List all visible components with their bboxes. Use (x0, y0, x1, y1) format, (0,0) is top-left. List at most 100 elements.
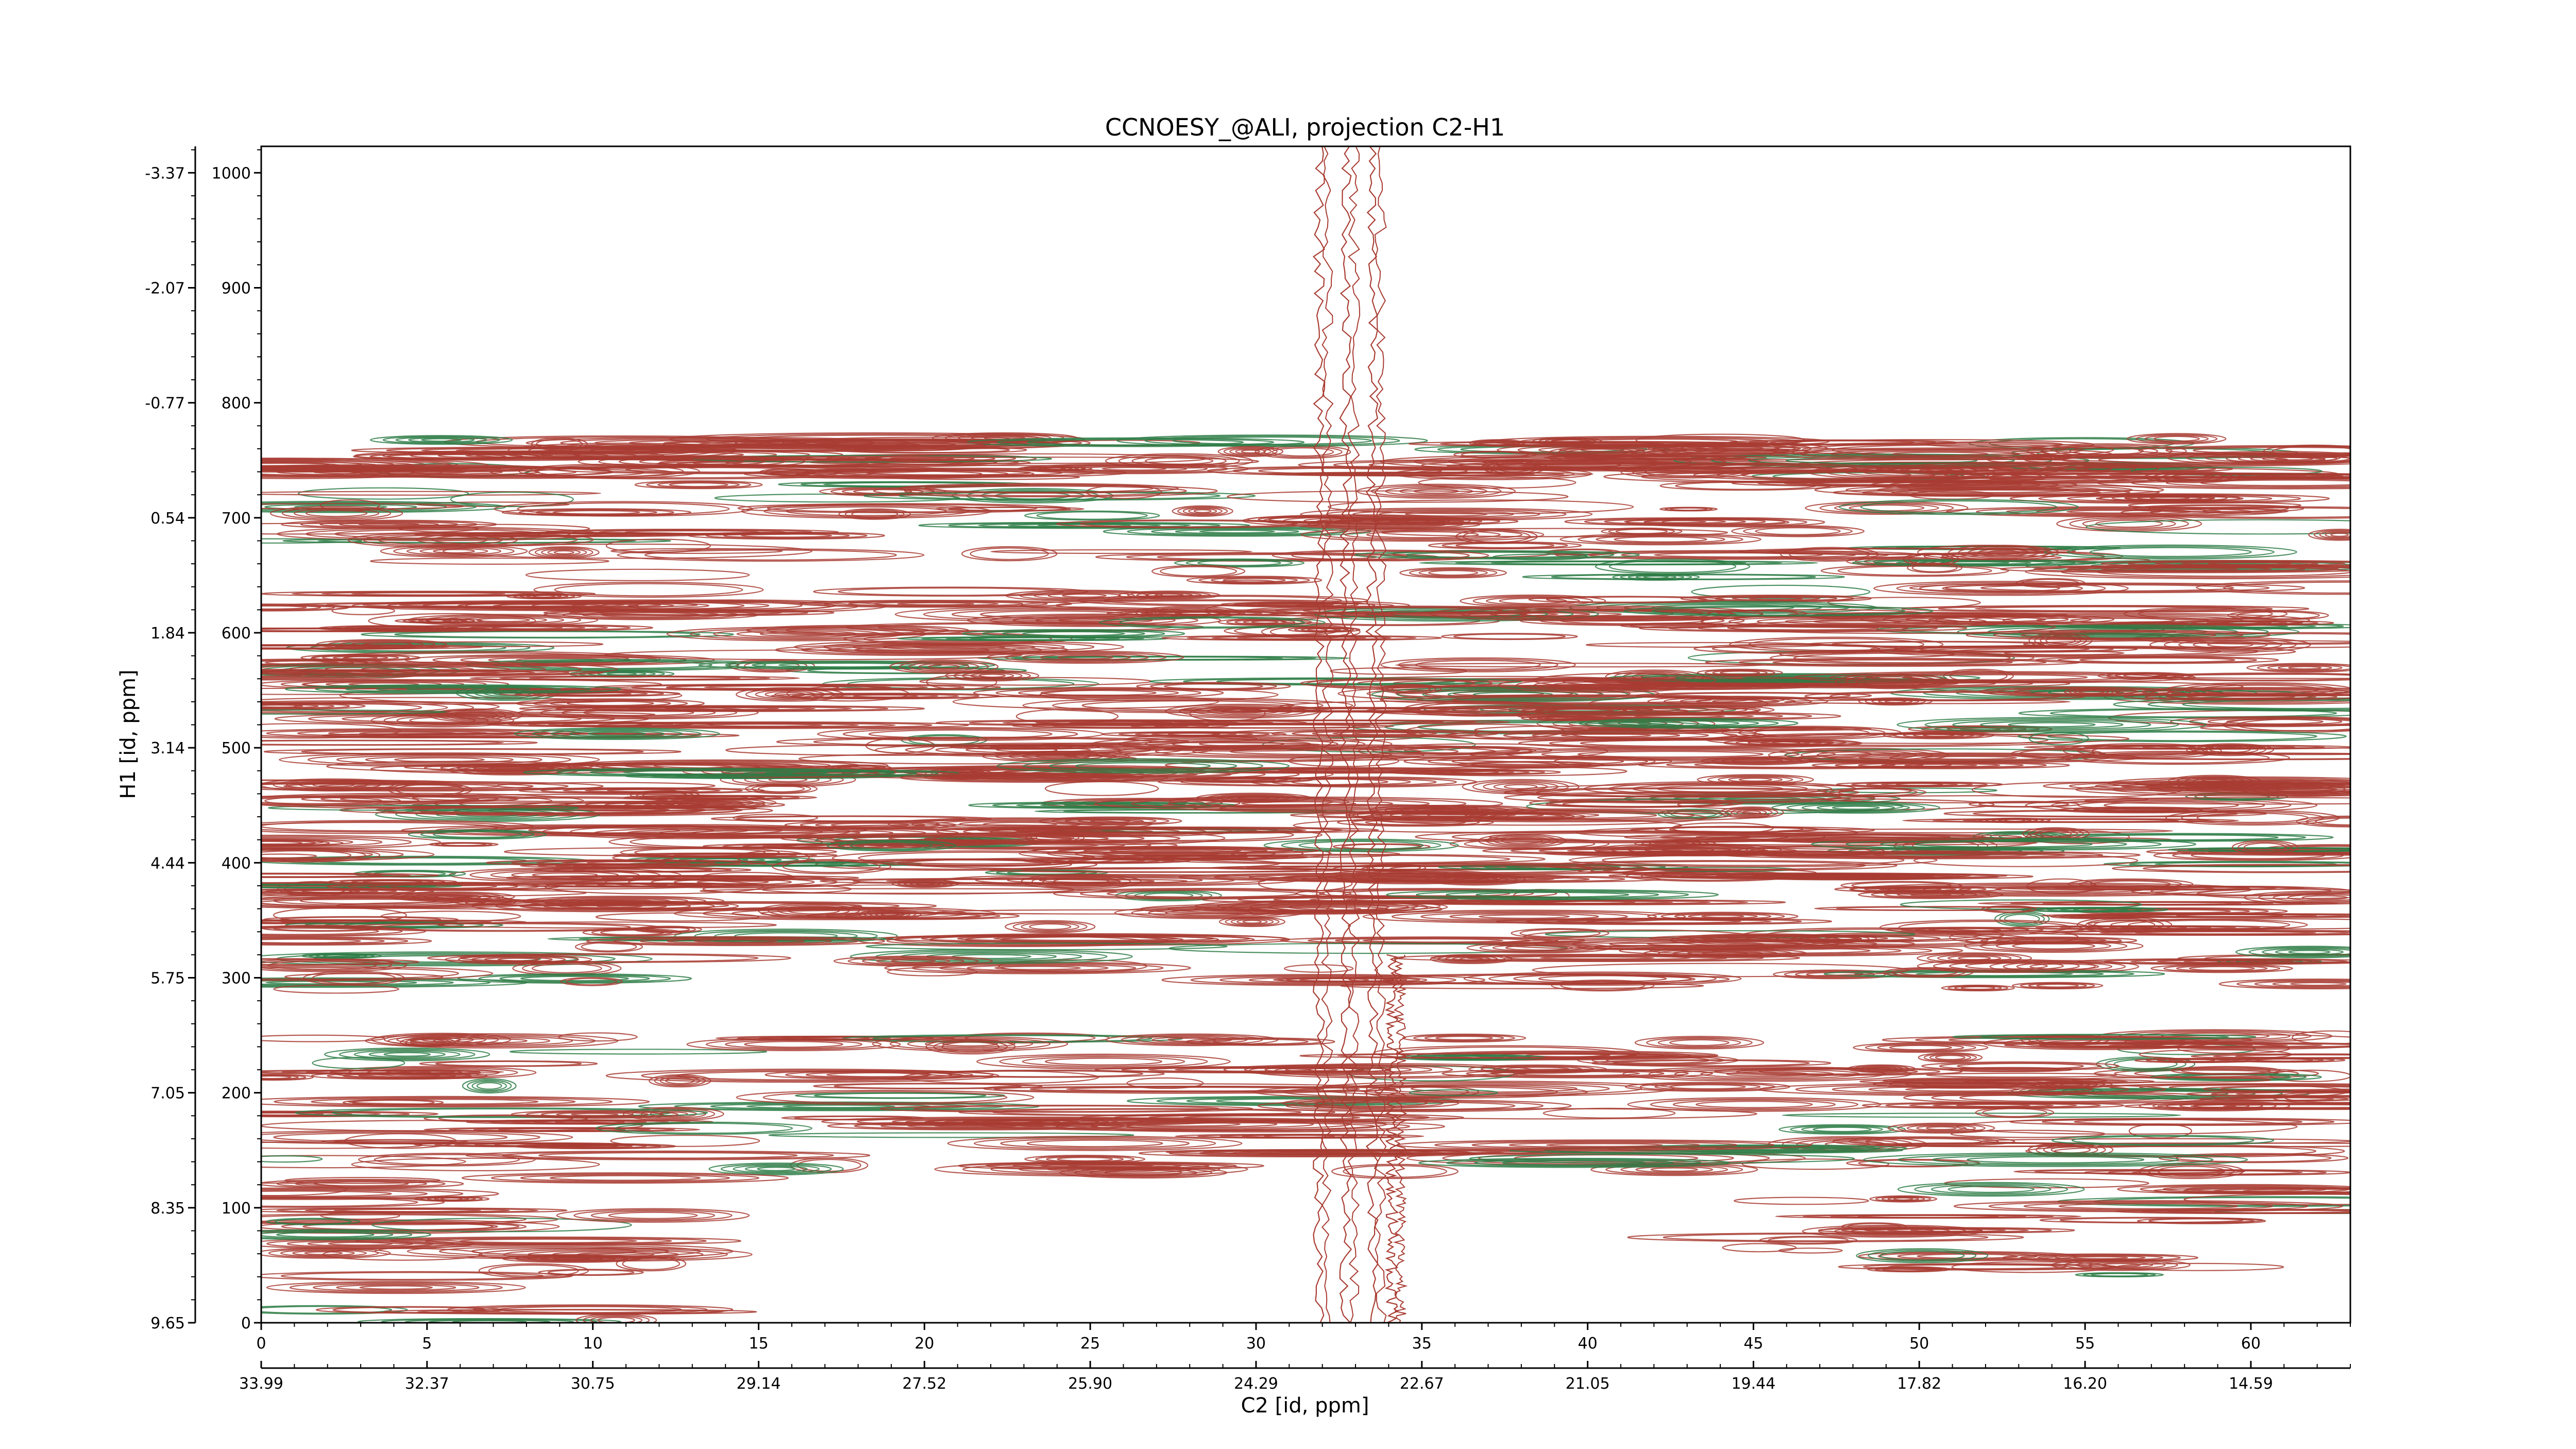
positive-contour (2176, 1154, 2332, 1162)
positive-contour (915, 882, 935, 885)
positive-contour (1561, 733, 1652, 738)
positive-contour (327, 882, 560, 891)
positive-contour (817, 440, 986, 451)
positive-contour (307, 1241, 414, 1247)
positive-contour (2287, 894, 2350, 901)
positive-contour (851, 510, 899, 518)
positive-contour (2040, 635, 2081, 646)
positive-contour (376, 923, 631, 931)
positive-contour (1960, 986, 1995, 990)
positive-contour (2264, 784, 2346, 795)
positive-contour (439, 1246, 669, 1257)
positive-contour (1647, 912, 1799, 921)
positive-contour (1870, 476, 2162, 484)
positive-contour (261, 873, 383, 878)
positive-contour (2128, 1123, 2192, 1139)
positive-contour (1845, 484, 2133, 496)
positive-contour (261, 899, 484, 907)
positive-contour (1657, 785, 1784, 793)
negative-contour (261, 951, 653, 967)
positive-contour (1414, 455, 1726, 468)
positive-contour (532, 872, 598, 878)
positive-contour (1849, 1137, 1999, 1146)
positive-contour (897, 880, 953, 887)
positive-contour (2109, 474, 2277, 477)
negative-contour (1914, 1183, 2068, 1195)
positive-contour (1923, 1053, 1977, 1062)
positive-contour (2084, 797, 2350, 805)
positive-contour (1172, 505, 1233, 517)
negative-contour (1880, 839, 2127, 849)
positive-contour (563, 610, 739, 619)
positive-contour (1117, 744, 1533, 759)
positive-contour (1770, 651, 2035, 665)
positive-contour (605, 1068, 999, 1083)
negative-contour (338, 1049, 476, 1060)
positive-contour (1478, 914, 1570, 919)
positive-contour (924, 773, 1145, 782)
positive-contour (1861, 450, 2020, 458)
positive-contour (1987, 550, 2020, 555)
positive-contour (760, 909, 910, 917)
positive-contour (280, 1249, 367, 1257)
positive-contour (1401, 813, 1488, 817)
positive-contour (261, 523, 479, 535)
positive-contour (1366, 531, 1479, 538)
positive-contour (261, 959, 392, 971)
positive-contour (261, 1214, 527, 1224)
positive-contour (2038, 1081, 2106, 1088)
positive-contour (1635, 1166, 1714, 1173)
positive-contour (1648, 442, 1828, 455)
positive-contour (1917, 959, 2096, 973)
positive-contour (369, 557, 609, 565)
positive-contour (639, 458, 744, 465)
positive-contour (1189, 706, 1266, 721)
positive-contour (1452, 696, 1713, 704)
negative-contour (2086, 519, 2350, 535)
positive-contour (899, 483, 1179, 494)
positive-contour (1675, 481, 1817, 490)
positive-contour (2100, 567, 2272, 571)
positive-contour (856, 1117, 1180, 1126)
positive-contour (1416, 695, 1749, 704)
positive-contour (566, 978, 618, 986)
negative-contour (694, 930, 878, 942)
negative-contour (1832, 805, 1880, 810)
y-ppm-tick-label: 9.65 (150, 1315, 185, 1333)
positive-contour (1018, 688, 1179, 697)
positive-contour (924, 1040, 1016, 1048)
positive-contour (518, 705, 759, 720)
positive-contour (1091, 736, 1393, 752)
negative-contour (2096, 1056, 2196, 1072)
positive-contour (1258, 467, 1442, 475)
positive-contour (1784, 970, 1886, 979)
positive-contour (2223, 581, 2350, 594)
positive-contour (2200, 724, 2350, 731)
positive-contour (2180, 1067, 2271, 1074)
positive-contour (639, 937, 832, 945)
positive-contour (1977, 548, 2029, 557)
positive-contour (1609, 940, 1803, 948)
positive-contour (1429, 605, 1764, 622)
chart-title: CCNOESY_@ALI, projection C2-H1 (1105, 113, 1505, 141)
positive-contour (277, 1180, 446, 1188)
positive-contour (705, 532, 868, 539)
positive-contour (831, 839, 1008, 847)
positive-contour (2058, 1203, 2239, 1209)
positive-contour (1480, 1065, 1595, 1073)
positive-contour (657, 481, 740, 488)
negative-contour (1860, 500, 2057, 514)
positive-contour (1451, 831, 1789, 843)
positive-contour (1468, 1064, 1607, 1074)
positive-contour (1917, 1253, 2019, 1259)
negative-contour (1879, 1251, 1965, 1261)
positive-contour (1058, 847, 1294, 854)
positive-contour (1083, 848, 1268, 854)
negative-contour (589, 769, 828, 776)
positive-contour (336, 1284, 456, 1291)
positive-contour (535, 509, 657, 515)
positive-contour (365, 756, 514, 764)
positive-contour (696, 800, 732, 805)
negative-contour (1868, 1249, 1977, 1262)
positive-contour (582, 928, 682, 937)
